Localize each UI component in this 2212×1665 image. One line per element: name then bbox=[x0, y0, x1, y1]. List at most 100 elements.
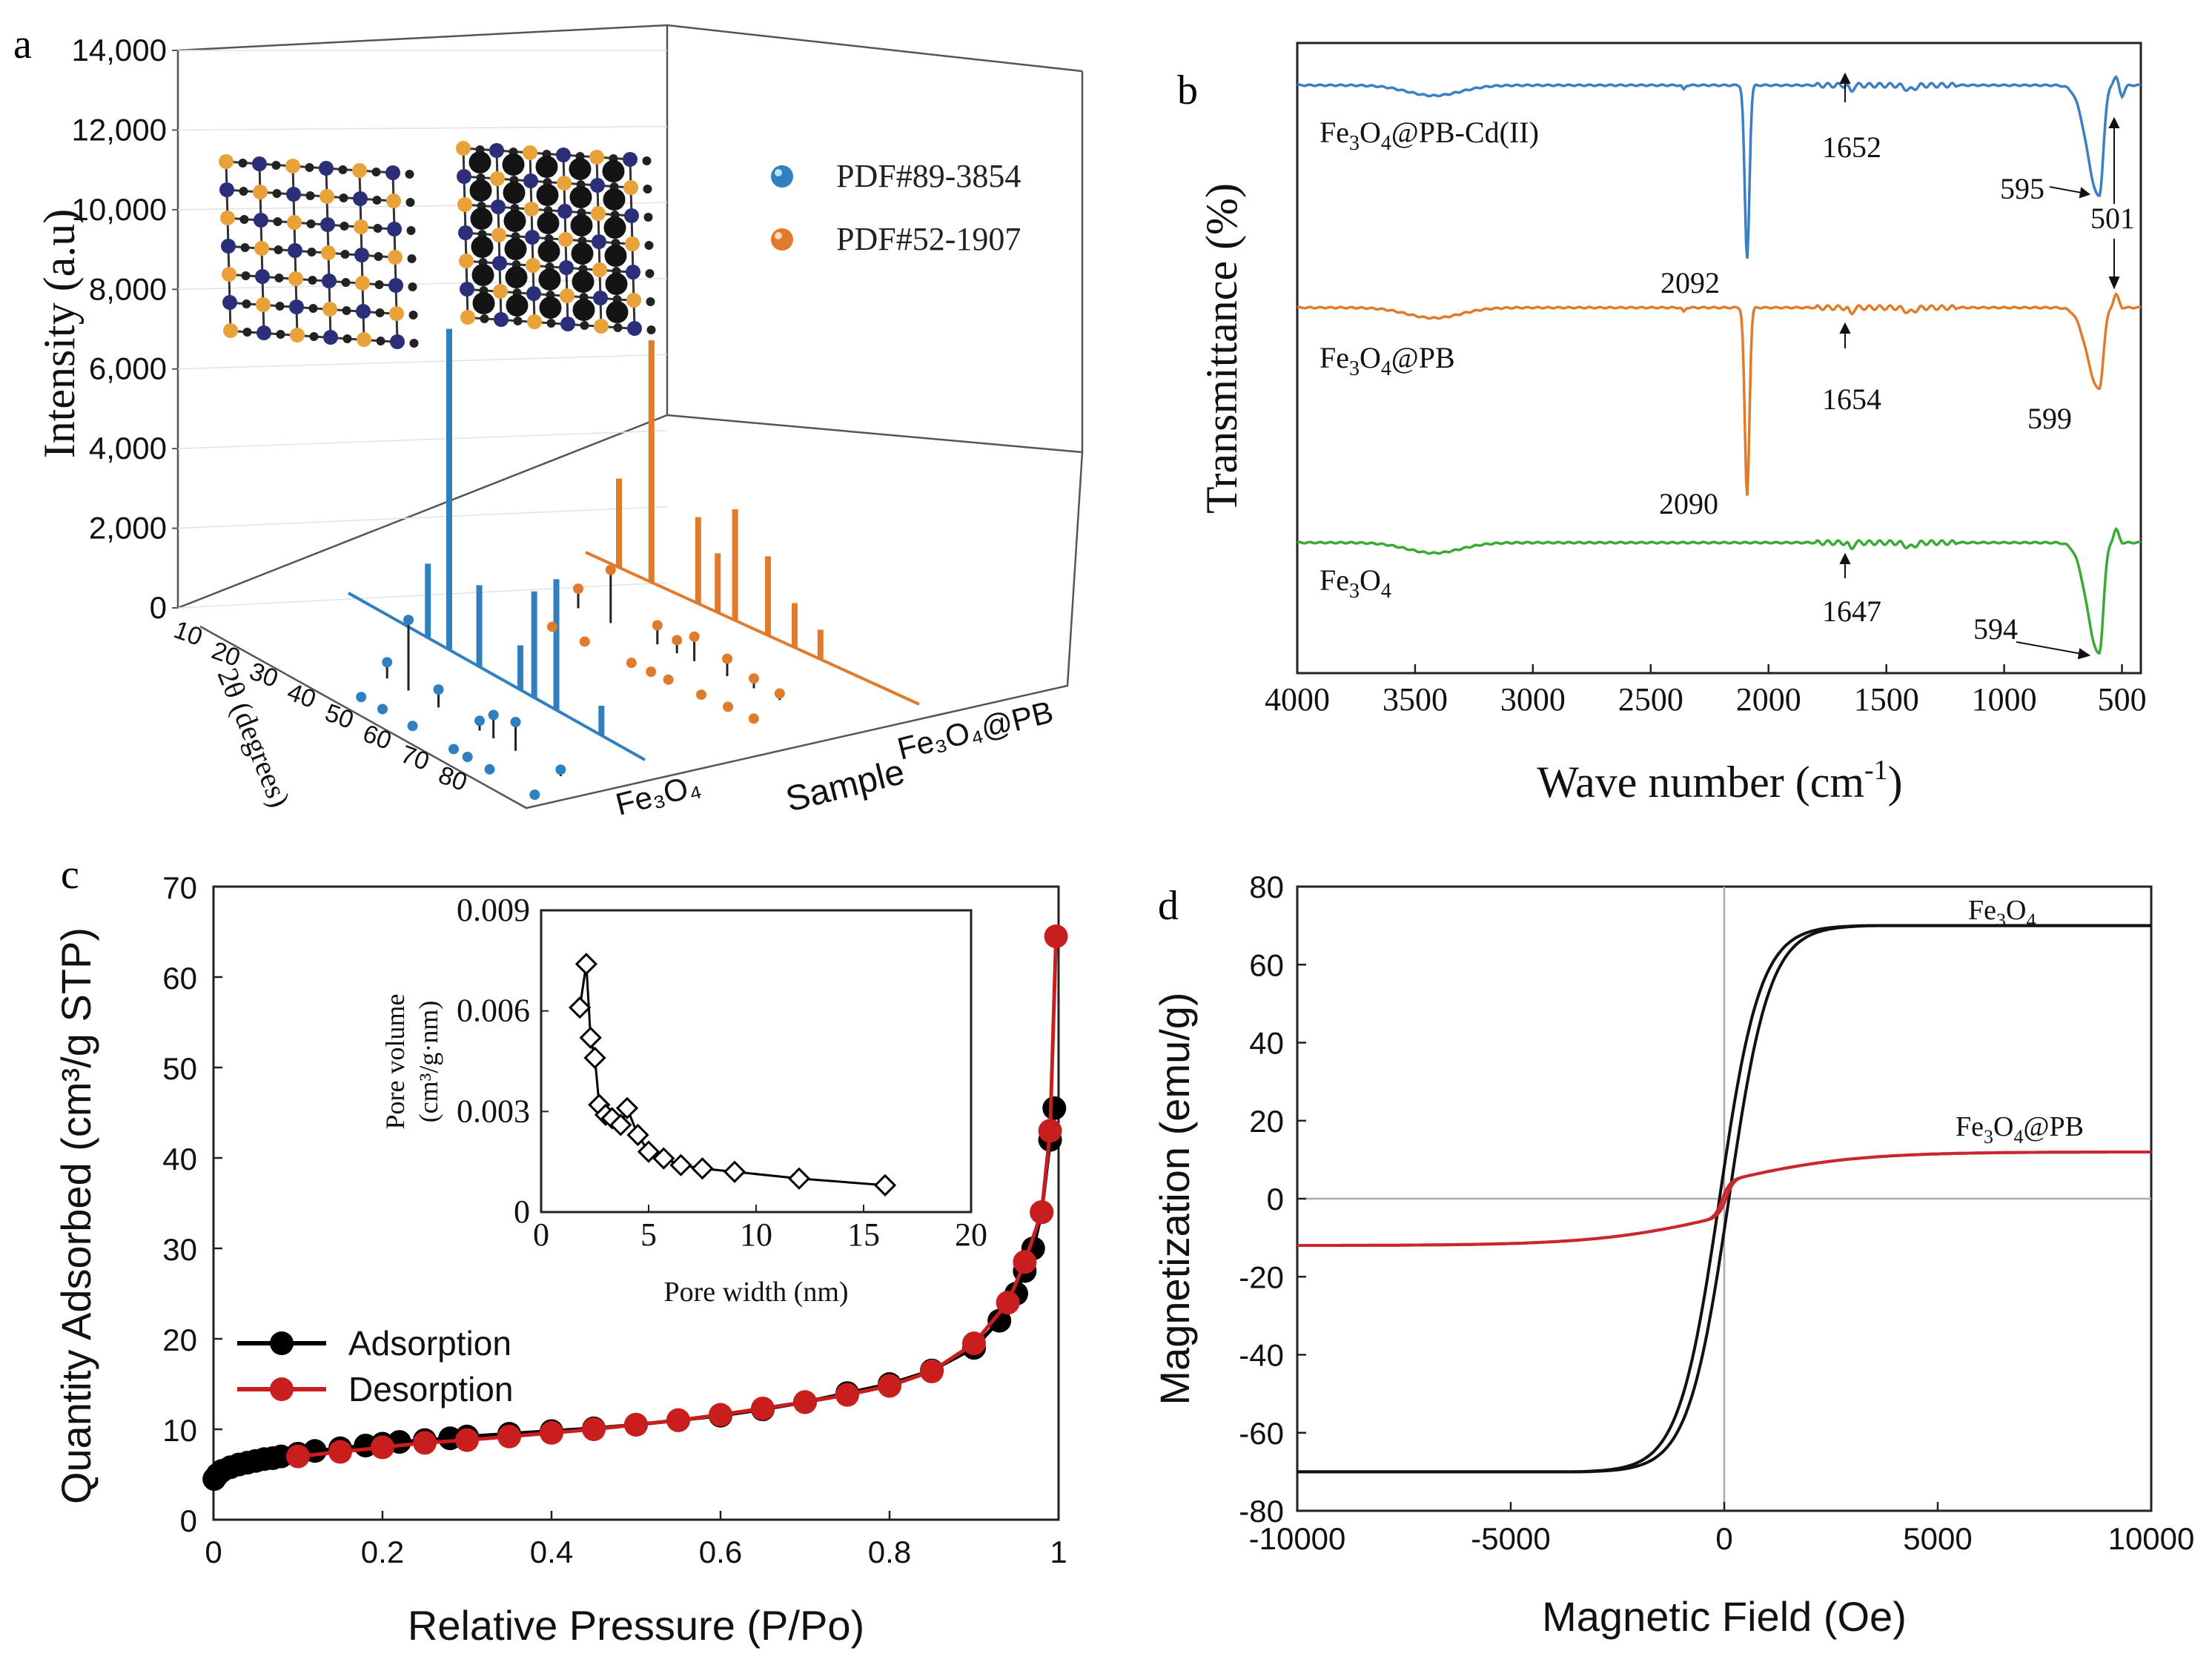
panel-b-series-label-fe3o4: Fe3O4 bbox=[1319, 563, 1391, 603]
x-tick-label: 1 bbox=[1050, 1535, 1067, 1569]
atom bbox=[353, 191, 368, 206]
panel-letter-c: c bbox=[61, 852, 79, 898]
atom-large bbox=[470, 208, 493, 230]
isotherm-point bbox=[497, 1424, 521, 1449]
legend-label-desorption: Desorption bbox=[348, 1370, 513, 1409]
atom bbox=[288, 271, 303, 286]
series-0 bbox=[348, 328, 646, 800]
isotherm-line bbox=[297, 936, 1059, 1459]
d2-fe: Fe bbox=[1956, 1111, 1984, 1142]
y-tick-label: 8,000 bbox=[89, 271, 167, 306]
atom bbox=[286, 187, 301, 202]
atom bbox=[290, 328, 305, 342]
atom bbox=[626, 265, 640, 279]
panel-letter-b: b bbox=[1177, 67, 1198, 113]
atom bbox=[493, 284, 508, 299]
legend-marker-blue bbox=[771, 165, 793, 188]
atom-large bbox=[468, 151, 491, 173]
ref-dot bbox=[547, 621, 557, 632]
annot-1652: 1652 bbox=[1822, 130, 1881, 164]
atom-large bbox=[569, 186, 592, 208]
atom bbox=[557, 204, 572, 219]
atom-large bbox=[471, 236, 494, 258]
x-tick-label: 60 bbox=[359, 719, 395, 755]
atom-small bbox=[240, 243, 250, 252]
ref-dot bbox=[377, 704, 388, 715]
atom bbox=[320, 217, 335, 232]
ref-marker bbox=[689, 631, 700, 642]
atom bbox=[390, 334, 405, 349]
x-tick-label: 50 bbox=[321, 698, 357, 735]
atom-small bbox=[513, 317, 523, 325]
b1-s1: 3 bbox=[1349, 132, 1360, 155]
isotherm-point bbox=[962, 1331, 986, 1356]
atom-small bbox=[643, 213, 653, 222]
atom-small bbox=[371, 168, 381, 176]
inset-x-tick-label: 0 bbox=[533, 1217, 549, 1253]
inset-frame bbox=[540, 909, 973, 1214]
atom bbox=[625, 236, 640, 251]
atom bbox=[357, 332, 371, 347]
isotherm-point bbox=[371, 1435, 394, 1460]
atom bbox=[289, 299, 304, 314]
pore-point bbox=[637, 1140, 660, 1163]
ref-dot bbox=[663, 674, 674, 685]
atom bbox=[256, 297, 271, 312]
atom-large bbox=[570, 214, 593, 236]
ref-marker bbox=[774, 688, 785, 699]
isotherm-point bbox=[1044, 924, 1068, 949]
atom bbox=[527, 314, 542, 329]
atom bbox=[457, 169, 471, 184]
atom-small bbox=[308, 276, 317, 285]
isotherm-point bbox=[835, 1383, 859, 1407]
x-tick-label: 0.4 bbox=[530, 1535, 573, 1569]
x-tick-label: 0.6 bbox=[699, 1535, 742, 1569]
atom-large bbox=[571, 242, 594, 265]
x-tick-label: 10000 bbox=[2108, 1521, 2195, 1556]
panel-b-x-ticks: 4000 3500 3000 2500 2000 1500 1000 500 bbox=[1265, 664, 2147, 718]
isotherm-point bbox=[328, 1440, 352, 1464]
atom-large bbox=[605, 273, 628, 295]
x-tick-label: 2000 bbox=[1736, 681, 1801, 718]
ref-dot bbox=[448, 744, 459, 755]
b1-s2: 4 bbox=[1381, 132, 1391, 155]
x-tick-label: -10000 bbox=[1249, 1521, 1346, 1556]
d2-s2: 4 bbox=[2013, 1126, 2023, 1148]
atom-small bbox=[305, 163, 314, 172]
b1-o: O bbox=[1360, 116, 1381, 149]
panel-a-grid bbox=[177, 50, 668, 609]
atom-small bbox=[239, 215, 249, 224]
atom bbox=[354, 219, 368, 234]
x-tick-label: 3500 bbox=[1382, 681, 1448, 718]
atom-large bbox=[603, 216, 626, 239]
pore-point bbox=[609, 1113, 632, 1136]
atom bbox=[489, 143, 504, 158]
bar bbox=[517, 645, 523, 690]
atom-small bbox=[376, 337, 385, 345]
atom-small bbox=[643, 185, 652, 193]
atom-small bbox=[306, 219, 316, 228]
y-tick-label: -40 bbox=[1239, 1338, 1284, 1373]
atom-small bbox=[644, 241, 654, 250]
atom-small bbox=[480, 314, 489, 323]
atom bbox=[389, 306, 404, 321]
panel-d-x-label: Magnetic Field (Oe) bbox=[1542, 1593, 1907, 1640]
atom-small bbox=[239, 187, 248, 196]
inset-x-tick-label: 15 bbox=[847, 1217, 880, 1253]
y-tick-label: 80 bbox=[1249, 870, 1284, 904]
atom bbox=[253, 185, 268, 199]
legend-marker-desorption bbox=[270, 1377, 294, 1401]
y-tick-label: 70 bbox=[162, 870, 197, 905]
ref-dot bbox=[462, 752, 473, 762]
atom-large bbox=[502, 153, 525, 176]
annot-1647: 1647 bbox=[1822, 595, 1881, 628]
inset-x-label: Pore width (nm) bbox=[663, 1277, 848, 1308]
legend-marker-orange-highlight bbox=[775, 232, 782, 239]
x-tick-label: 80 bbox=[434, 761, 471, 797]
atom bbox=[626, 293, 641, 308]
inset-y-tick-label: 0.009 bbox=[457, 892, 530, 928]
y-tick-label: 30 bbox=[162, 1232, 197, 1267]
atom bbox=[559, 260, 574, 275]
panel-b-x-label-sup: -1 bbox=[1864, 755, 1888, 786]
x-tick-label: 4000 bbox=[1265, 681, 1330, 718]
